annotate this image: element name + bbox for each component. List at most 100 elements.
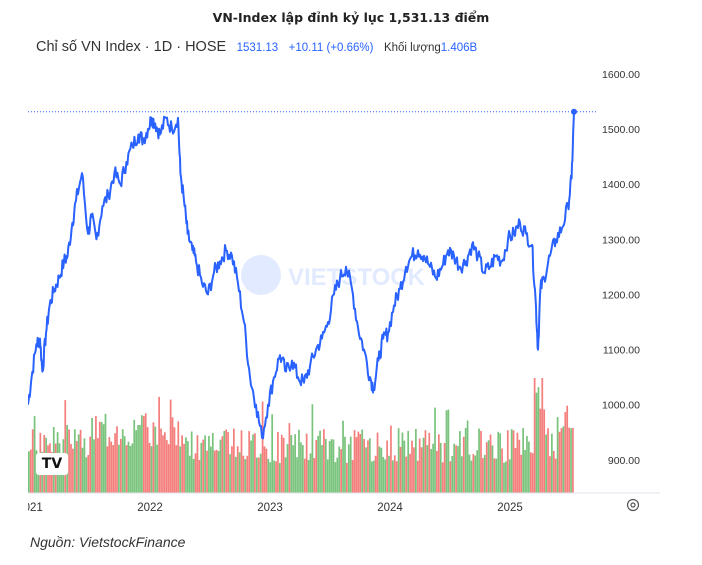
volume-bar	[211, 433, 214, 493]
volume-bar	[298, 429, 300, 493]
volume-bar	[487, 440, 490, 493]
volume-bar	[221, 436, 224, 493]
volume-bar	[250, 440, 252, 493]
volume-bar	[177, 421, 180, 493]
y-tick-label: 1000.00	[602, 400, 640, 412]
volume-bar	[386, 440, 388, 493]
volume-bar	[278, 463, 281, 493]
volume-bar	[326, 459, 329, 493]
volume-bar	[215, 449, 218, 493]
volume-bar	[468, 454, 471, 493]
volume-bar	[451, 455, 454, 493]
volume-bar	[428, 432, 431, 493]
volume-bar	[422, 437, 425, 493]
volume-bar	[313, 458, 316, 493]
volume-bar	[380, 447, 383, 493]
volume-bar	[234, 456, 237, 493]
volume-bar	[505, 461, 507, 493]
volume-bar	[301, 445, 304, 493]
volume-bar	[93, 439, 95, 493]
volume-bar	[470, 460, 473, 493]
volume-bar	[455, 445, 457, 493]
volume-bar	[459, 431, 461, 493]
volume-bar	[506, 430, 509, 493]
volume-bar	[28, 451, 30, 493]
volume-bar	[257, 457, 260, 493]
tradingview-logo[interactable]: TV	[36, 453, 68, 475]
x-axis: 2021 2022 2023 2024 2025	[28, 492, 660, 514]
settings-gear-icon[interactable]	[626, 498, 640, 512]
volume-bar	[323, 429, 325, 493]
volume-bar	[187, 441, 189, 493]
volume-bar	[437, 434, 440, 493]
volume-bar	[158, 396, 160, 493]
volume-bar	[370, 461, 373, 493]
volume-bar	[204, 435, 206, 493]
volume-bar	[537, 387, 540, 493]
volume-bar	[495, 458, 498, 493]
volume-bar	[144, 413, 147, 493]
volume-bar	[390, 425, 392, 493]
volume-bars	[28, 378, 574, 493]
volume-bar	[133, 419, 136, 493]
volume-bar	[171, 417, 174, 493]
volume-bar	[129, 446, 132, 493]
price-line	[28, 111, 575, 440]
x-tick-label: 2021	[28, 502, 43, 514]
volume-bar	[75, 441, 78, 493]
volume-bar	[503, 462, 505, 493]
volume-bar	[200, 442, 203, 493]
change-value: +10.11 (+0.66%)	[288, 42, 374, 54]
volume-bar	[259, 453, 262, 493]
volume-bar	[307, 460, 310, 493]
volume-bar	[296, 457, 298, 493]
volume-bar	[556, 417, 559, 493]
volume-bar	[294, 434, 297, 493]
volume-bar	[526, 436, 528, 493]
volume-bar	[188, 455, 191, 493]
volume-bar	[447, 409, 450, 493]
volume-bar	[73, 429, 76, 493]
volume-bar	[497, 431, 500, 493]
volume-bar	[449, 461, 452, 493]
volume-bar	[554, 458, 557, 493]
volume-bar	[271, 414, 274, 493]
volume-bar	[141, 415, 143, 493]
volume-bar	[246, 455, 249, 493]
volume-bar	[552, 450, 555, 493]
volume-bar	[160, 428, 162, 493]
volume-bar	[482, 458, 484, 493]
volume-bar	[518, 439, 521, 493]
chart-panel[interactable]: Chỉ số VN Index · 1D · HOSE 1531.13 +10.…	[28, 30, 672, 520]
volume-bar	[443, 443, 446, 493]
volume-bar	[152, 422, 155, 493]
volume-bar	[510, 429, 513, 493]
volume-bar	[244, 459, 247, 493]
volume-bar	[460, 456, 463, 493]
volume-bar	[68, 429, 70, 493]
volume-bar	[98, 421, 101, 493]
volume-bar	[543, 409, 546, 493]
volume-bar	[376, 432, 379, 493]
volume-bar	[60, 462, 63, 493]
y-tick-label: 1600.00	[602, 69, 640, 81]
volume-bar	[464, 428, 467, 493]
volume-bar	[315, 440, 318, 493]
volume-bar	[181, 435, 183, 493]
volume-bar	[395, 461, 398, 493]
source-note: Nguồn: VietstockFinance	[30, 534, 186, 550]
volume-bar	[219, 439, 222, 493]
volume-bar	[162, 435, 164, 493]
volume-bar	[374, 455, 377, 493]
volume-bar	[445, 410, 448, 493]
volume-bar	[324, 438, 327, 493]
volume-bar	[110, 441, 113, 493]
volume-bar	[33, 416, 36, 493]
volume-bar	[282, 437, 285, 493]
volume-bar	[102, 424, 105, 493]
volume-bar	[472, 454, 475, 493]
volume-bar	[493, 458, 496, 493]
volume-bar	[108, 437, 111, 493]
volume-bar	[564, 412, 567, 493]
volume-bar	[480, 431, 482, 493]
